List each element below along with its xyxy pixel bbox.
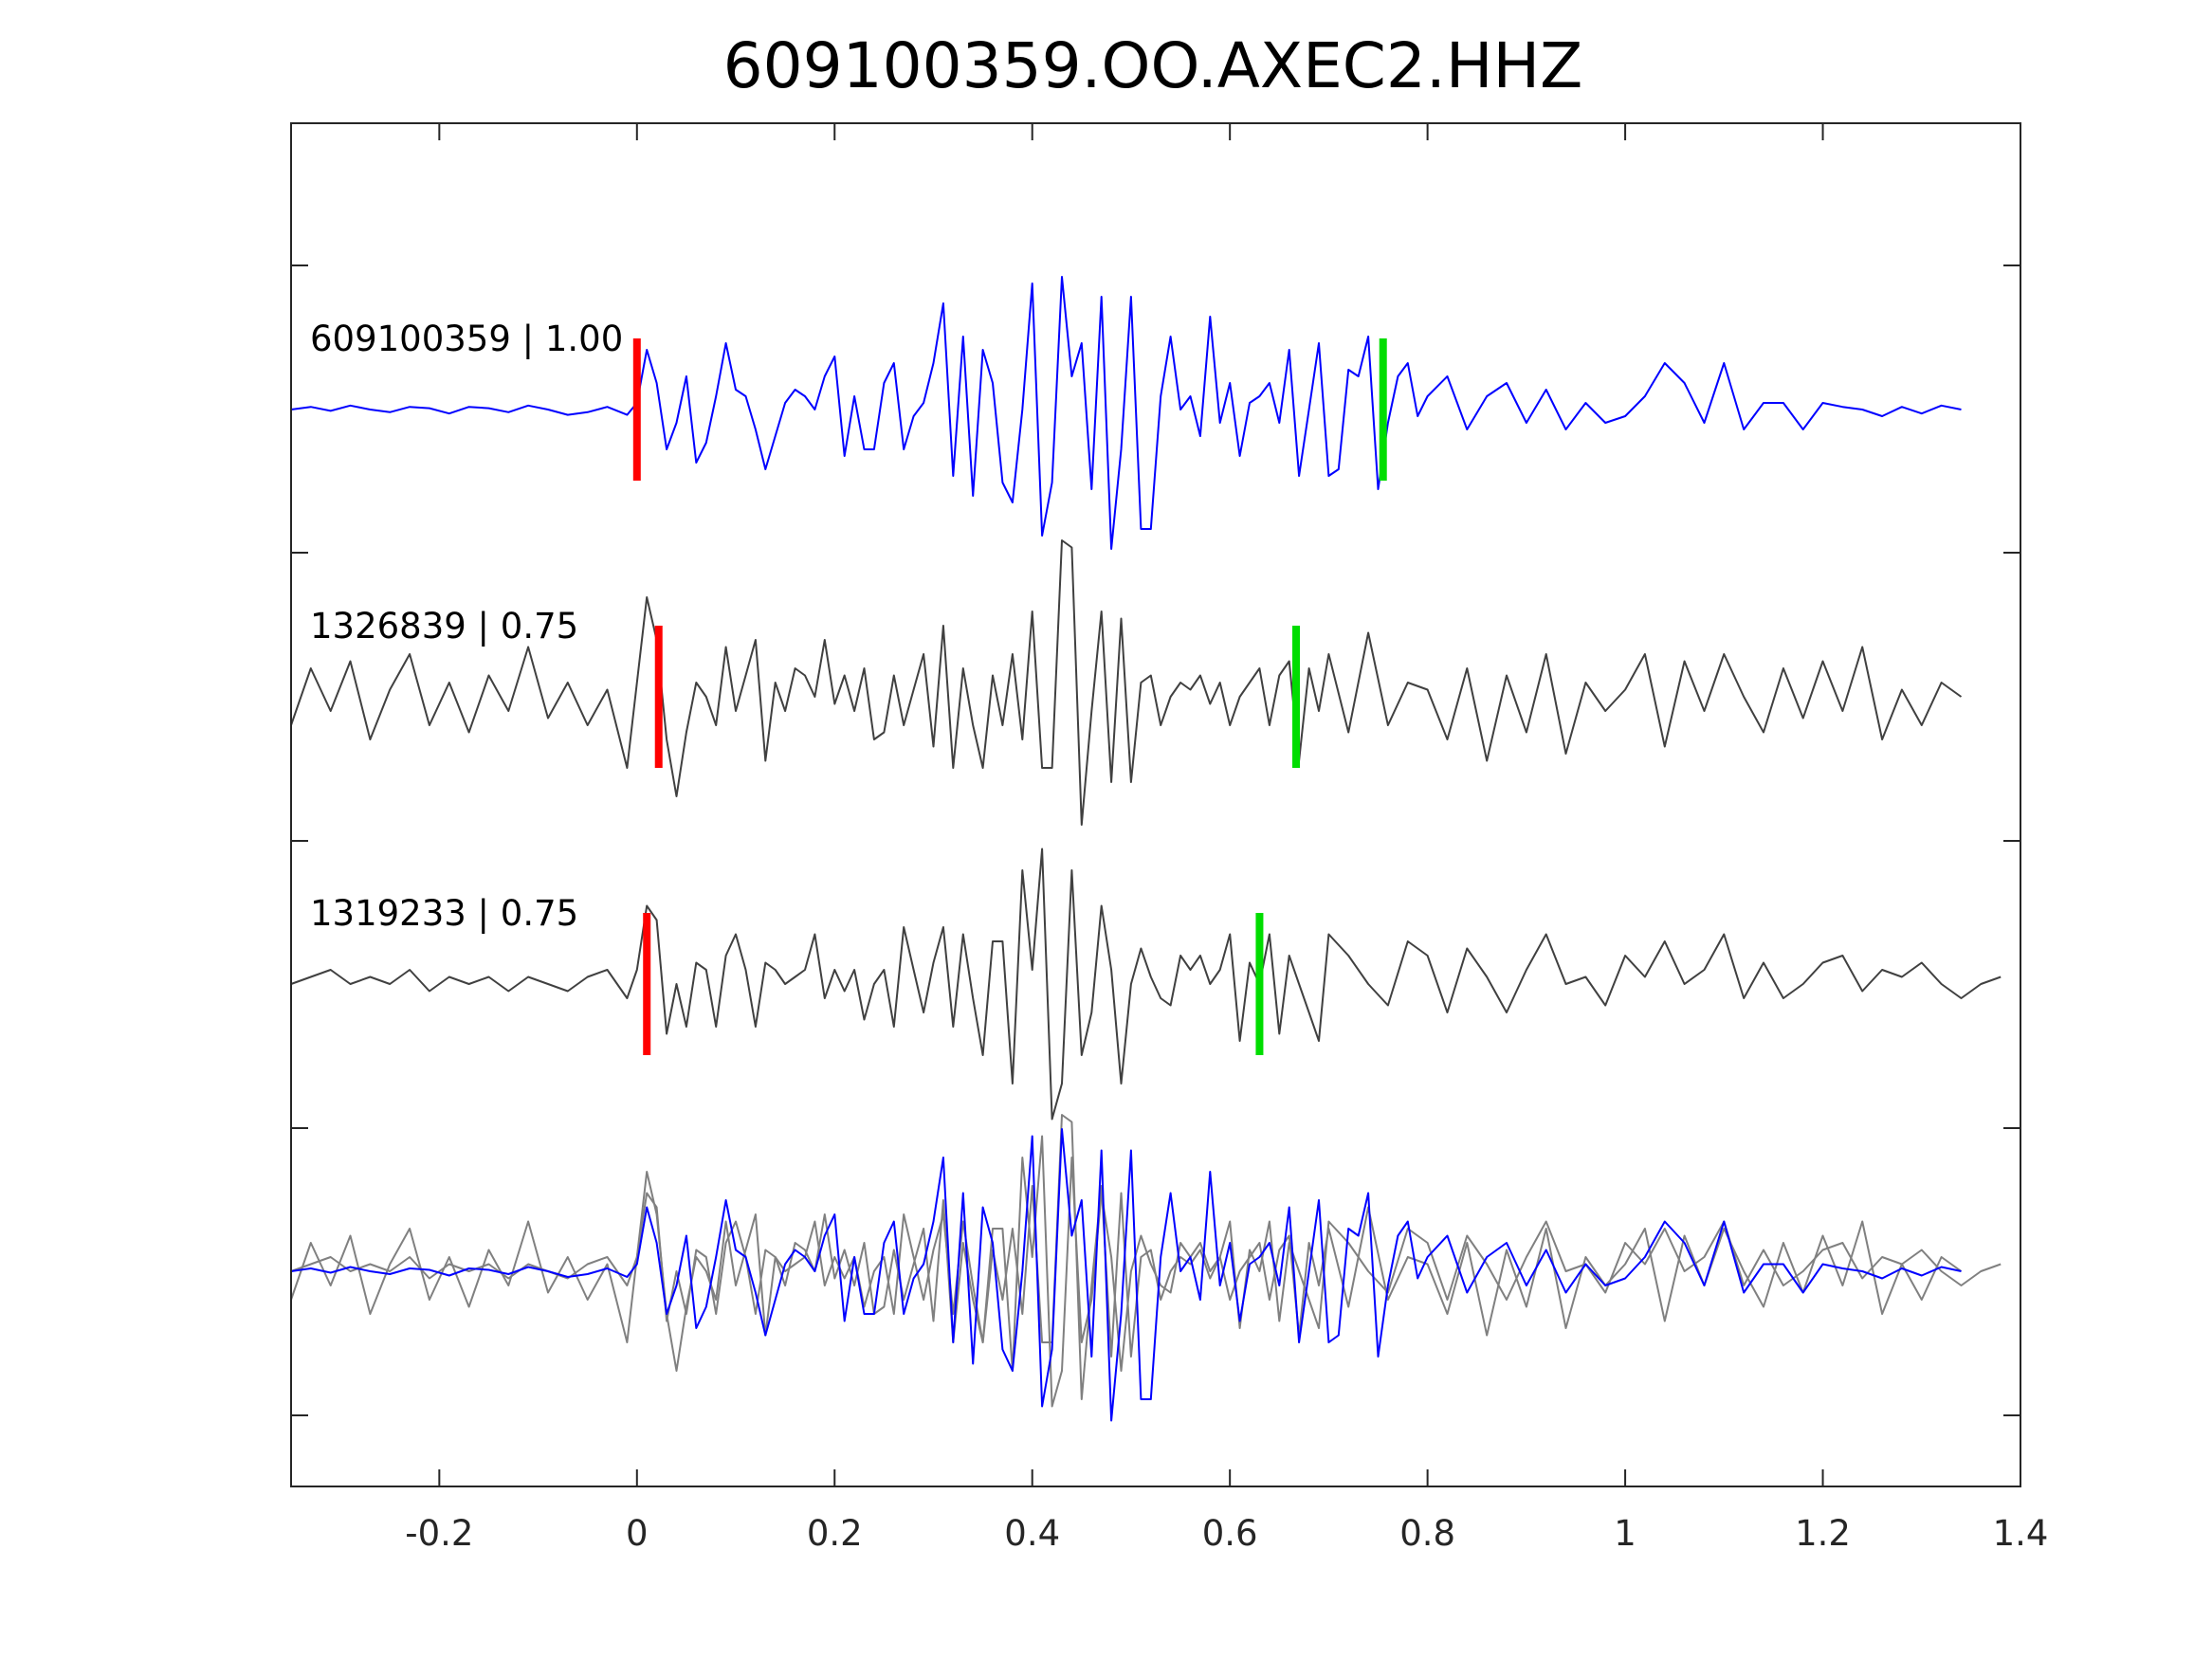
trace-label: 609100359 | 1.00 [310, 319, 623, 359]
trace-label: 1326839 | 0.75 [310, 606, 578, 647]
x-axis: -0.2 0 0.2 0.4 0.6 0.8 1 1.2 1.4 [405, 123, 2048, 1554]
x-tick-label: 0.6 [1202, 1513, 1258, 1554]
x-tick-label: 0.8 [1399, 1513, 1455, 1554]
waveform-trace-1319233 [290, 848, 2002, 1121]
x-tick-label: 1.2 [1795, 1513, 1851, 1554]
x-tick-label: 1 [1614, 1513, 1636, 1554]
trace-labels: 609100359 | 1.00 1326839 | 0.75 1319233 | … [310, 319, 623, 934]
overlay-trace-609100359 [290, 1128, 1962, 1422]
waveform-trace-609100359 [290, 276, 1962, 550]
x-tick-label: 0.2 [807, 1513, 863, 1554]
x-tick-label: 0 [626, 1513, 649, 1554]
overlay-trace-1319233 [290, 1135, 2002, 1408]
overlay-trace-1326839 [290, 1114, 1963, 1400]
chart-title: 609100359.OO.AXEC2.HHZ [723, 29, 1583, 102]
x-tick-label: 0.4 [1004, 1513, 1060, 1554]
plot-area [290, 276, 2002, 1422]
axes-box [290, 122, 2021, 1487]
trace-label: 1319233 | 0.75 [310, 893, 578, 934]
x-tick-label: -0.2 [405, 1513, 473, 1554]
y-axis [291, 264, 2020, 1416]
x-tick-label: 1.4 [1993, 1513, 2049, 1554]
waveform-trace-1326839 [290, 539, 1963, 826]
